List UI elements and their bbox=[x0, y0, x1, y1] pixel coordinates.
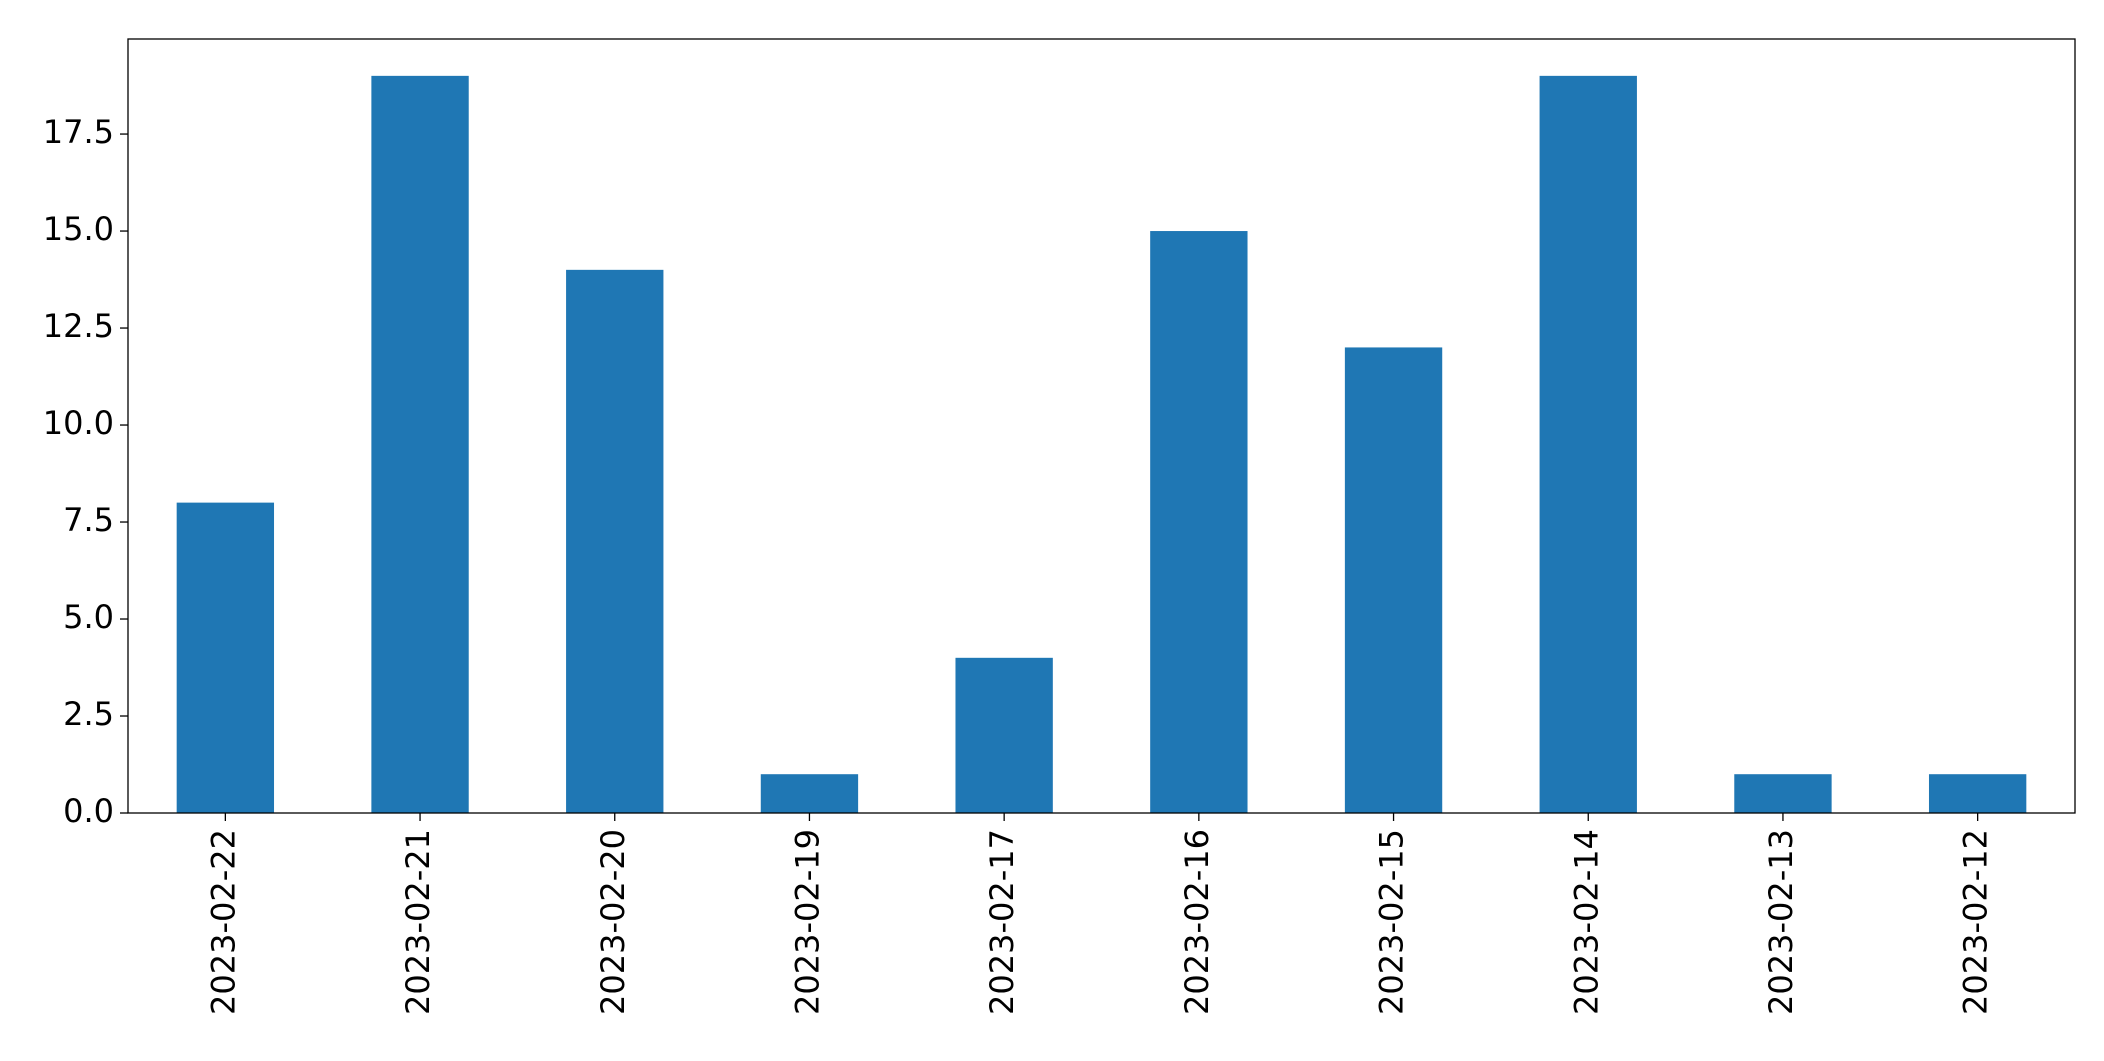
bar bbox=[1344, 347, 1443, 813]
x-tick-label: 2023-02-12 bbox=[1957, 829, 1995, 1015]
x-tick-label: 2023-02-16 bbox=[1178, 829, 1216, 1015]
x-tick-label: 2023-02-19 bbox=[788, 829, 826, 1015]
y-tick-label: 10.0 bbox=[43, 404, 114, 442]
bar bbox=[566, 269, 664, 813]
x-tick-label: 2023-02-20 bbox=[594, 829, 632, 1015]
bar bbox=[1539, 75, 1637, 814]
y-tick-label: 12.5 bbox=[43, 307, 114, 345]
x-tick-label: 2023-02-15 bbox=[1373, 829, 1411, 1015]
plot-frame bbox=[127, 38, 2076, 814]
bar bbox=[176, 502, 275, 813]
bar bbox=[955, 657, 1053, 813]
y-tick-label: 2.5 bbox=[63, 695, 114, 733]
x-tick-label: 2023-02-22 bbox=[204, 829, 242, 1015]
y-tick-label: 5.0 bbox=[63, 598, 114, 636]
y-tick-label: 15.0 bbox=[43, 210, 114, 248]
x-tick-label: 2023-02-21 bbox=[399, 829, 437, 1015]
x-tick-label: 2023-02-13 bbox=[1762, 829, 1800, 1015]
bar bbox=[760, 774, 859, 813]
y-tick-label: 0.0 bbox=[63, 792, 114, 830]
x-tick-label: 2023-02-17 bbox=[983, 829, 1021, 1015]
bar bbox=[1928, 774, 2027, 813]
bar bbox=[371, 75, 469, 814]
y-tick-label: 7.5 bbox=[63, 501, 114, 539]
y-tick-label: 17.5 bbox=[43, 113, 114, 151]
bar bbox=[1150, 231, 1248, 814]
bar bbox=[1734, 774, 1832, 813]
x-tick-label: 2023-02-14 bbox=[1567, 829, 1605, 1015]
